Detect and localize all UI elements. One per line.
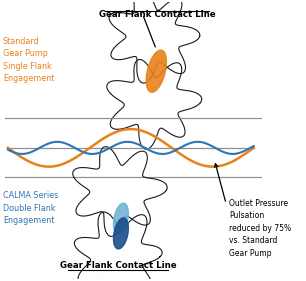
Polygon shape bbox=[114, 218, 128, 249]
Text: Gear Flank Contact Line: Gear Flank Contact Line bbox=[99, 10, 216, 19]
Text: Gear Flank Contact Line: Gear Flank Contact Line bbox=[60, 261, 176, 270]
Text: CALMA Series
Double Flank
Engagement: CALMA Series Double Flank Engagement bbox=[3, 191, 58, 225]
Text: Standard
Gear Pump
Single Flank
Engagement: Standard Gear Pump Single Flank Engageme… bbox=[3, 37, 54, 83]
Text: Outlet Pressure
Pulsation
reduced by 75%
vs. Standard
Gear Pump: Outlet Pressure Pulsation reduced by 75%… bbox=[229, 199, 291, 258]
Polygon shape bbox=[146, 50, 166, 92]
Polygon shape bbox=[114, 203, 128, 234]
